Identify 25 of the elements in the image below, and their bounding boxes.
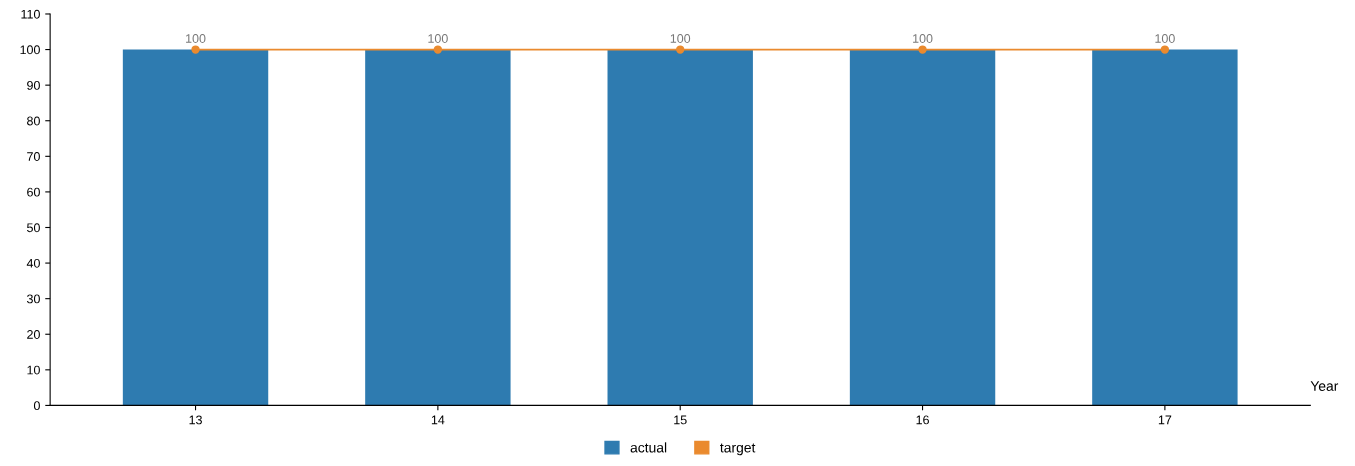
data-label: 100 xyxy=(428,34,448,43)
y-tick-label: 100 xyxy=(20,45,40,55)
data-label: 100 xyxy=(670,34,691,43)
y-tick-label: 30 xyxy=(26,294,40,304)
data-label: 100 xyxy=(186,34,206,43)
x-tick-label: 15 xyxy=(674,415,687,425)
x-tick-label: 17 xyxy=(1158,415,1172,425)
data-label: 100 xyxy=(1155,34,1175,43)
x-tick-label: 16 xyxy=(916,415,929,425)
y-tick-label: 10 xyxy=(27,365,40,375)
y-tick-label: 50 xyxy=(27,223,40,233)
legend-label: actual xyxy=(630,442,667,453)
y-tick-label: 20 xyxy=(27,330,40,339)
x-axis-title: Year xyxy=(1310,381,1339,391)
x-tick-label: 13 xyxy=(189,415,202,425)
y-tick-label: 60 xyxy=(27,187,40,197)
y-tick-label: 110 xyxy=(21,9,40,19)
y-tick-label: 90 xyxy=(27,80,40,90)
x-tick-label: 14 xyxy=(431,415,445,425)
y-tick-label: 40 xyxy=(26,258,40,268)
y-tick-label: 0 xyxy=(33,401,40,411)
y-tick-label: 80 xyxy=(27,116,40,126)
y-tick-label: 70 xyxy=(27,152,40,161)
legend-label: target xyxy=(720,443,756,456)
data-label: 100 xyxy=(913,34,933,43)
